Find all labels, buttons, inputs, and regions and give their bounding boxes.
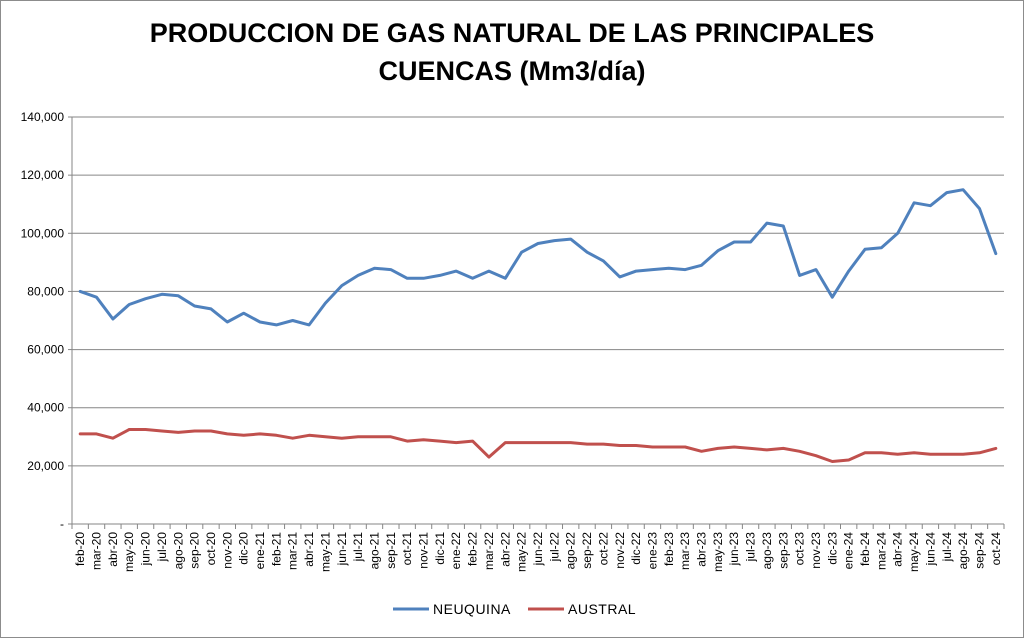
legend-label-austral: AUSTRAL: [568, 601, 636, 617]
x-tick-label: sep-23: [776, 532, 790, 569]
x-tick-label: sep-22: [580, 532, 594, 569]
x-tick-label: jul-21: [351, 532, 365, 563]
x-tick-label: ene-23: [645, 532, 659, 570]
x-tick-label: nov-23: [809, 532, 823, 569]
x-tick-label: jul-20: [155, 532, 169, 563]
x-tick-label: jul-24: [940, 532, 954, 563]
x-tick-label: abr-20: [106, 532, 120, 567]
y-tick-label: 140,000: [21, 110, 65, 124]
x-tick-label: jun-20: [139, 532, 153, 567]
x-tick-label: oct-20: [204, 532, 218, 566]
x-tick-label: ene-24: [842, 532, 856, 570]
x-tick-label: nov-22: [613, 532, 627, 569]
x-tick-label: ene-22: [449, 532, 463, 570]
x-tick-label: abr-22: [498, 532, 512, 567]
y-tick-label: 60,000: [27, 343, 64, 357]
x-tick-label: jul-23: [744, 532, 758, 563]
x-tick-label: dic-21: [433, 532, 447, 565]
x-tick-label: abr-23: [695, 532, 709, 567]
x-tick-label: dic-22: [629, 532, 643, 565]
x-tick-label: feb-20: [73, 532, 87, 566]
x-tick-label: mar-22: [482, 532, 496, 570]
x-tick-label: dic-20: [237, 532, 251, 565]
x-tick-label: ago-22: [564, 532, 578, 570]
x-tick-label: sep-21: [384, 532, 398, 569]
x-tick-label: may-23: [711, 532, 725, 572]
x-tick-label: oct-21: [400, 532, 414, 566]
chart-title-line-2: CUENCAS (Mm3/día): [378, 56, 646, 86]
x-tick-label: ago-24: [956, 532, 970, 570]
x-tick-label: oct-22: [596, 532, 610, 566]
x-tick-label: jun-22: [531, 532, 545, 567]
y-tick-label: 40,000: [27, 401, 64, 415]
chart-title-line-1: PRODUCCION DE GAS NATURAL DE LAS PRINCIP…: [149, 18, 875, 48]
x-tick-label: may-20: [122, 532, 136, 572]
x-tick-label: ago-21: [367, 532, 381, 570]
x-tick-label: nov-20: [220, 532, 234, 569]
series-line-neuquina: [78, 188, 998, 327]
x-tick-label: nov-21: [417, 532, 431, 569]
x-tick-label: dic-23: [825, 532, 839, 565]
x-tick-label: abr-21: [302, 532, 316, 567]
y-tick-label: 120,000: [21, 168, 65, 182]
x-tick-label: feb-21: [269, 532, 283, 566]
x-tick-label: sep-20: [188, 532, 202, 569]
y-tick-label: -: [60, 517, 64, 531]
x-tick-label: mar-20: [90, 532, 104, 570]
x-tick-label: ago-23: [760, 532, 774, 570]
x-tick-label: feb-22: [466, 532, 480, 566]
x-tick-label: ene-21: [253, 532, 267, 570]
x-tick-label: may-24: [907, 532, 921, 572]
x-tick-label: mar-24: [874, 532, 888, 570]
y-tick-label: 80,000: [27, 284, 64, 298]
legend-label-neuquina: NEUQUINA: [433, 601, 511, 617]
x-tick-label: ago-20: [171, 532, 185, 570]
x-tick-label: may-22: [515, 532, 529, 572]
x-tick-label: jun-23: [727, 532, 741, 567]
chart-title: PRODUCCION DE GAS NATURAL DE LAS PRINCIP…: [0, 14, 1024, 90]
x-tick-label: jul-22: [547, 532, 561, 563]
x-tick-label: may-21: [318, 532, 332, 572]
series-line-austral: [78, 428, 998, 463]
x-tick-label: abr-24: [891, 532, 905, 567]
x-tick-label: mar-21: [286, 532, 300, 570]
x-tick-label: jun-21: [335, 532, 349, 567]
x-tick-label: mar-23: [678, 532, 692, 570]
x-tick-label: oct-24: [989, 532, 1003, 566]
x-tick-label: jun-24: [923, 532, 937, 567]
x-tick-label: feb-23: [662, 532, 676, 566]
x-tick-label: oct-23: [793, 532, 807, 566]
y-tick-label: 20,000: [27, 459, 64, 473]
y-tick-label: 100,000: [21, 226, 65, 240]
x-tick-label: sep-24: [972, 532, 986, 569]
x-tick-label: feb-24: [858, 532, 872, 566]
